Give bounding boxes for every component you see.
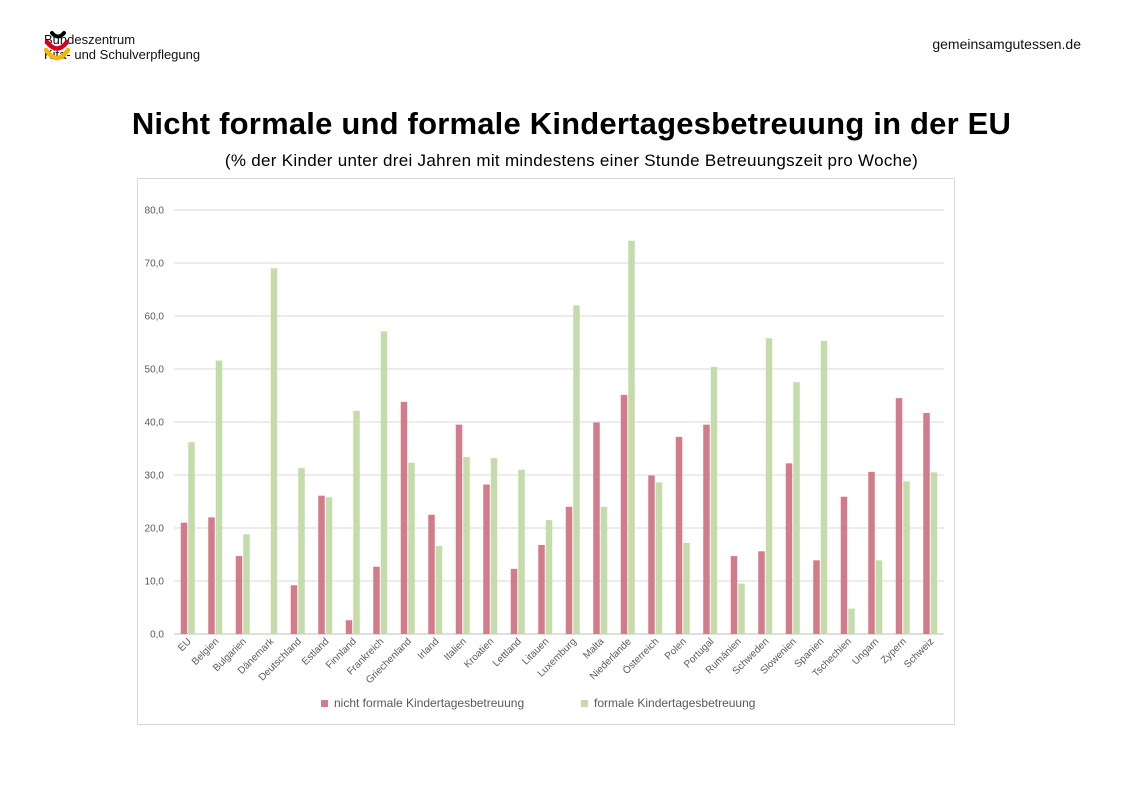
- bar-nicht-formal: [730, 556, 738, 634]
- bar-formal: [710, 366, 718, 634]
- bar-formal: [545, 520, 553, 634]
- y-tick-label: 80,0: [145, 206, 165, 217]
- bar-formal: [435, 546, 443, 634]
- site-url[interactable]: gemeinsamgutessen.de: [932, 36, 1081, 52]
- x-tick-label: Polen: [663, 636, 689, 662]
- x-tick-label: EU: [176, 636, 194, 654]
- bar-formal: [738, 583, 745, 634]
- bar-formal: [820, 340, 828, 634]
- x-tick-label: Lettland: [491, 636, 524, 669]
- bar-nicht-formal: [923, 412, 930, 634]
- y-tick-label: 30,0: [145, 471, 165, 482]
- bar-nicht-formal: [235, 556, 243, 634]
- y-tick-label: 0,0: [150, 630, 164, 641]
- bar-nicht-formal: [648, 475, 655, 634]
- bar-nicht-formal: [428, 514, 435, 634]
- bar-formal: [380, 331, 388, 634]
- bar-formal: [765, 338, 773, 634]
- bar-nicht-formal: [318, 495, 325, 634]
- bar-formal: [215, 360, 223, 634]
- legend-label: formale Kindertagesbetreuung: [594, 696, 755, 710]
- bar-nicht-formal: [400, 401, 408, 634]
- bar-nicht-formal: [538, 544, 545, 634]
- bar-formal: [793, 382, 800, 634]
- chart-frame: 0,0 10,0 20,0 30,0 40,0 50,0 60,0 70,0 80,0 EU Bel…: [137, 178, 955, 725]
- bar-nicht-formal: [373, 566, 380, 634]
- bar-formal: [655, 482, 663, 634]
- y-tick-label: 20,0: [145, 524, 165, 535]
- y-tick-label: 10,0: [145, 577, 165, 588]
- bar-formal: [875, 560, 883, 634]
- bar-formal: [518, 469, 525, 634]
- x-tick-label: Irland: [416, 636, 441, 661]
- bar-nicht-formal: [208, 517, 215, 634]
- chart-subtitle: (% der Kinder unter drei Jahren mit mind…: [224, 151, 919, 170]
- bar-nicht-formal: [703, 424, 710, 634]
- bar-formal: [930, 472, 938, 634]
- x-tick-label: Kroatien: [462, 636, 496, 670]
- bar-nicht-formal: [758, 551, 765, 634]
- bar-formal: [683, 542, 690, 634]
- bar-nicht-formal: [620, 394, 628, 634]
- bar-formal: [600, 506, 608, 634]
- bar-nicht-formal: [510, 568, 518, 634]
- bar-formal: [490, 458, 498, 634]
- bar-nicht-formal: [895, 398, 903, 634]
- bar-nicht-formal: [290, 585, 298, 634]
- bar-nicht-formal: [593, 422, 600, 634]
- legend-swatch: [321, 700, 328, 707]
- bar-formal: [353, 410, 360, 634]
- bar-formal: [848, 608, 855, 634]
- bar-formal: [270, 268, 278, 634]
- x-tick-label: Ungarn: [850, 636, 881, 667]
- logo-mark-icon: [44, 31, 70, 61]
- bar-formal: [903, 481, 910, 634]
- y-tick-label: 40,0: [145, 418, 165, 429]
- bar-nicht-formal: [345, 620, 353, 634]
- bar-nicht-formal: [675, 436, 683, 634]
- logo-gold-arc: [44, 47, 70, 61]
- bar-formal: [243, 534, 250, 634]
- bar-nicht-formal: [455, 424, 463, 634]
- bar-chart: 0,010,020,030,040,050,060,070,080,0EUBel…: [145, 206, 944, 710]
- bar-formal: [463, 456, 470, 634]
- logo-red-arc: [44, 39, 70, 51]
- y-tick-label: 70,0: [145, 259, 165, 270]
- bar-nicht-formal: [840, 496, 848, 634]
- legend-label: nicht formale Kindertagesbetreuung: [334, 696, 524, 710]
- chart-title: Nicht formale und formale Kindertagesbet…: [131, 106, 1012, 141]
- org-name-line2: Kita- und Schulverpflegung: [44, 47, 201, 62]
- bar-formal: [298, 468, 305, 634]
- bar-formal: [188, 442, 195, 634]
- logo-black-arc: [50, 31, 66, 39]
- bar-nicht-formal: [483, 484, 490, 634]
- bar-nicht-formal: [785, 463, 793, 634]
- bar-nicht-formal: [813, 560, 820, 634]
- org-logo: Bundeszentrum Kita- und Schulverpflegung: [44, 30, 200, 62]
- legend-swatch: [581, 700, 588, 707]
- y-tick-label: 50,0: [145, 365, 165, 376]
- bar-nicht-formal: [868, 471, 875, 634]
- y-tick-label: 60,0: [145, 312, 165, 323]
- bar-formal: [408, 462, 415, 634]
- bar-nicht-formal: [180, 522, 188, 634]
- bar-formal: [325, 497, 333, 634]
- x-tick-label: Malta: [581, 636, 606, 661]
- bar-formal: [628, 240, 635, 635]
- bar-nicht-formal: [565, 506, 573, 634]
- x-tick-label: Schweiz: [902, 636, 936, 670]
- bar-formal: [573, 305, 580, 634]
